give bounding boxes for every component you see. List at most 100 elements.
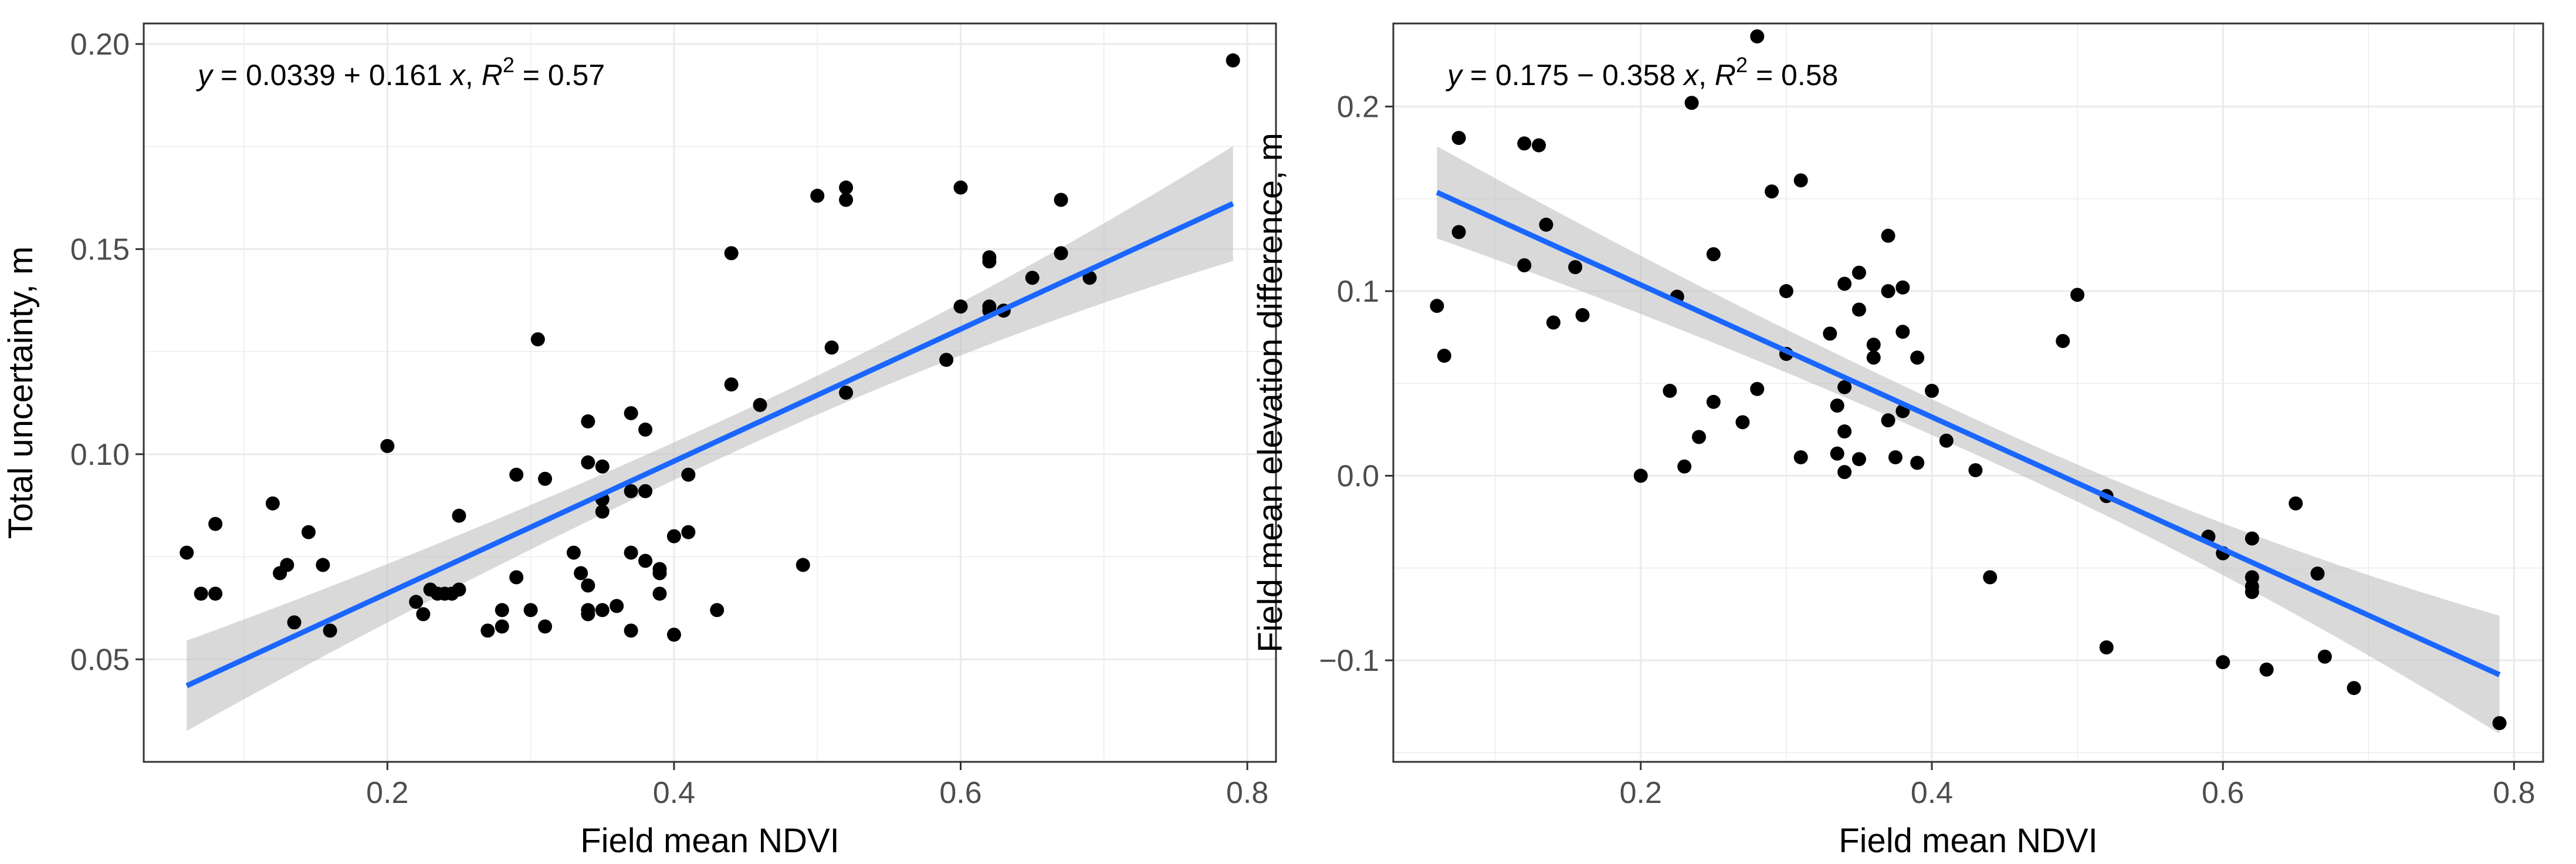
right-data-point bbox=[1437, 349, 1451, 363]
left-data-point bbox=[652, 586, 667, 601]
right-data-point bbox=[2317, 649, 2332, 664]
left-data-point bbox=[301, 525, 316, 539]
left-data-point bbox=[316, 558, 330, 572]
right-data-point bbox=[1750, 382, 1765, 396]
right-data-point bbox=[1851, 302, 1866, 317]
left-r2-symbol: R bbox=[482, 59, 503, 92]
left-data-point bbox=[624, 406, 638, 420]
left-data-point bbox=[810, 188, 825, 203]
left-data-point bbox=[538, 471, 553, 486]
right-y-tick-label: 0.0 bbox=[1337, 460, 1379, 494]
left-chart-panel: 0.2 0.4 0.6 0.8 0.05 0.10 0.15 0.20 y = 0.0339 … bbox=[2, 22, 1277, 860]
left-data-point bbox=[480, 623, 495, 638]
right-y-tick-label: 0.1 bbox=[1337, 275, 1379, 309]
right-data-point bbox=[1895, 280, 1910, 295]
left-x-tick-label: 0.2 bbox=[366, 776, 408, 810]
right-data-point bbox=[1830, 399, 1844, 413]
left-data-point bbox=[681, 525, 696, 539]
right-y-tick-label: 0.2 bbox=[1337, 90, 1379, 124]
right-data-point bbox=[1851, 452, 1866, 467]
left-data-point bbox=[180, 545, 194, 560]
left-data-point bbox=[624, 623, 638, 638]
right-data-point bbox=[1823, 326, 1837, 341]
right-data-point bbox=[2289, 496, 2303, 511]
right-data-point bbox=[1793, 173, 1808, 188]
left-data-point bbox=[380, 438, 395, 453]
right-r2-exponent: 2 bbox=[1736, 53, 1748, 77]
left-data-point bbox=[280, 558, 295, 572]
right-data-point bbox=[1677, 459, 1692, 474]
left-data-point bbox=[953, 180, 968, 195]
left-data-point bbox=[1082, 271, 1097, 285]
right-chart-panel: 0.2 0.4 0.6 0.8 −0.1 0.0 0.1 0.2 y = 0.175 − 0.… bbox=[1251, 22, 2544, 860]
left-data-point bbox=[265, 496, 280, 511]
left-data-point bbox=[681, 467, 696, 482]
right-data-point bbox=[1851, 265, 1866, 280]
right-data-point bbox=[2492, 716, 2507, 730]
left-data-point bbox=[839, 193, 854, 207]
left-data-point bbox=[452, 508, 466, 523]
right-data-point bbox=[1881, 228, 1895, 243]
right-data-point bbox=[1910, 455, 1925, 470]
right-regression-equation: y = 0.175 − 0.358 x, R2 = 0.58 bbox=[1446, 53, 1838, 92]
right-data-point bbox=[1546, 315, 1561, 330]
left-data-point bbox=[652, 566, 667, 580]
right-data-point bbox=[1684, 96, 1699, 110]
right-data-point bbox=[1575, 308, 1590, 322]
left-data-point bbox=[824, 340, 839, 355]
right-confidence-band bbox=[1437, 146, 2500, 734]
left-data-point bbox=[581, 455, 595, 470]
left-data-point bbox=[208, 586, 223, 601]
left-data-point bbox=[495, 619, 509, 634]
left-data-point bbox=[724, 246, 739, 261]
left-data-point bbox=[208, 517, 223, 531]
left-data-point bbox=[724, 377, 739, 392]
right-regression-line bbox=[1436, 190, 2501, 677]
right-data-point bbox=[2099, 640, 2114, 655]
left-regression-equation: y = 0.0339 + 0.161 x, R2 = 0.57 bbox=[196, 53, 605, 92]
left-data-point bbox=[595, 504, 610, 519]
left-data-point bbox=[939, 353, 954, 367]
right-data-point bbox=[1706, 247, 1721, 262]
left-data-point bbox=[194, 586, 208, 601]
right-data-point bbox=[2216, 655, 2230, 670]
right-data-point bbox=[1568, 260, 1583, 275]
right-data-point bbox=[1866, 338, 1881, 352]
right-x-tick-label: 0.6 bbox=[2202, 776, 2244, 810]
right-data-point bbox=[1837, 276, 1852, 291]
left-data-point bbox=[1054, 193, 1068, 207]
left-data-point bbox=[595, 603, 610, 617]
left-y-tick-label: 0.05 bbox=[70, 643, 130, 677]
left-data-point bbox=[610, 599, 624, 613]
left-data-point bbox=[574, 566, 588, 580]
right-data-point bbox=[1517, 258, 1532, 272]
left-data-point bbox=[530, 332, 545, 347]
right-data-point bbox=[1830, 446, 1844, 461]
left-data-point bbox=[839, 386, 854, 400]
left-r2-exponent: 2 bbox=[503, 53, 514, 77]
right-data-point bbox=[1663, 383, 1677, 398]
right-data-point bbox=[1895, 325, 1910, 339]
left-data-point bbox=[416, 607, 431, 622]
left-y-axis-title: Total uncertainty, m bbox=[2, 247, 40, 539]
right-panel-border bbox=[1392, 22, 2544, 763]
left-r2-value: = 0.57 bbox=[514, 59, 605, 92]
left-data-point bbox=[638, 422, 653, 437]
left-data-point bbox=[666, 529, 681, 544]
right-data-point bbox=[1888, 450, 1903, 465]
right-data-point bbox=[1881, 284, 1895, 299]
left-x-axis-title: Field mean NDVI bbox=[580, 822, 840, 860]
right-data-point bbox=[1924, 383, 1939, 398]
right-data-point bbox=[2245, 531, 2259, 546]
left-data-point bbox=[839, 180, 854, 195]
right-x-axis-title: Field mean NDVI bbox=[1839, 822, 2098, 860]
left-data-point bbox=[495, 603, 509, 617]
right-data-point bbox=[1539, 217, 1553, 232]
left-x-tick-label: 0.4 bbox=[653, 776, 695, 810]
left-data-point bbox=[982, 254, 997, 269]
right-x-tick-label: 0.2 bbox=[1620, 776, 1662, 810]
right-r2-value: = 0.58 bbox=[1748, 59, 1838, 92]
left-data-point bbox=[452, 582, 466, 597]
right-data-point bbox=[1793, 450, 1808, 465]
right-y-axis-title: Field mean elevation difference, m bbox=[1251, 133, 1289, 653]
